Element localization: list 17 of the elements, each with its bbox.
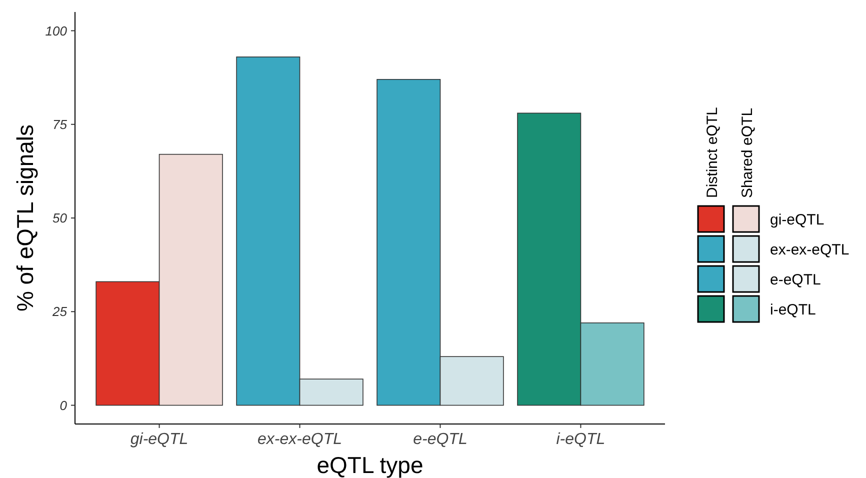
y-tick-label: 50 xyxy=(52,210,68,226)
category-label: gi-eQTL xyxy=(770,211,824,228)
category-label: ex-ex-eQTL xyxy=(770,241,850,258)
text: Distinct eQTL xyxy=(704,107,721,198)
category-label: e-eQTL xyxy=(770,271,821,288)
y-tick-label: 75 xyxy=(52,116,68,132)
x-tick-label: e-eQTL xyxy=(413,431,468,448)
y-tick-label: 100 xyxy=(45,23,68,38)
x-axis-title: eQTL type xyxy=(316,452,424,478)
x-tick-label: gi-eQTL xyxy=(130,431,188,448)
y-tick-label: 0 xyxy=(60,398,68,413)
y-axis-title: % of eQTL signals xyxy=(12,124,38,312)
x-tick-label: ex-ex-eQTL xyxy=(258,431,342,448)
text: Shared eQTL xyxy=(739,108,756,198)
y-tick-label: 25 xyxy=(52,304,68,320)
category-label: i-eQTL xyxy=(770,301,816,318)
x-tick-label: i-eQTL xyxy=(556,431,606,448)
